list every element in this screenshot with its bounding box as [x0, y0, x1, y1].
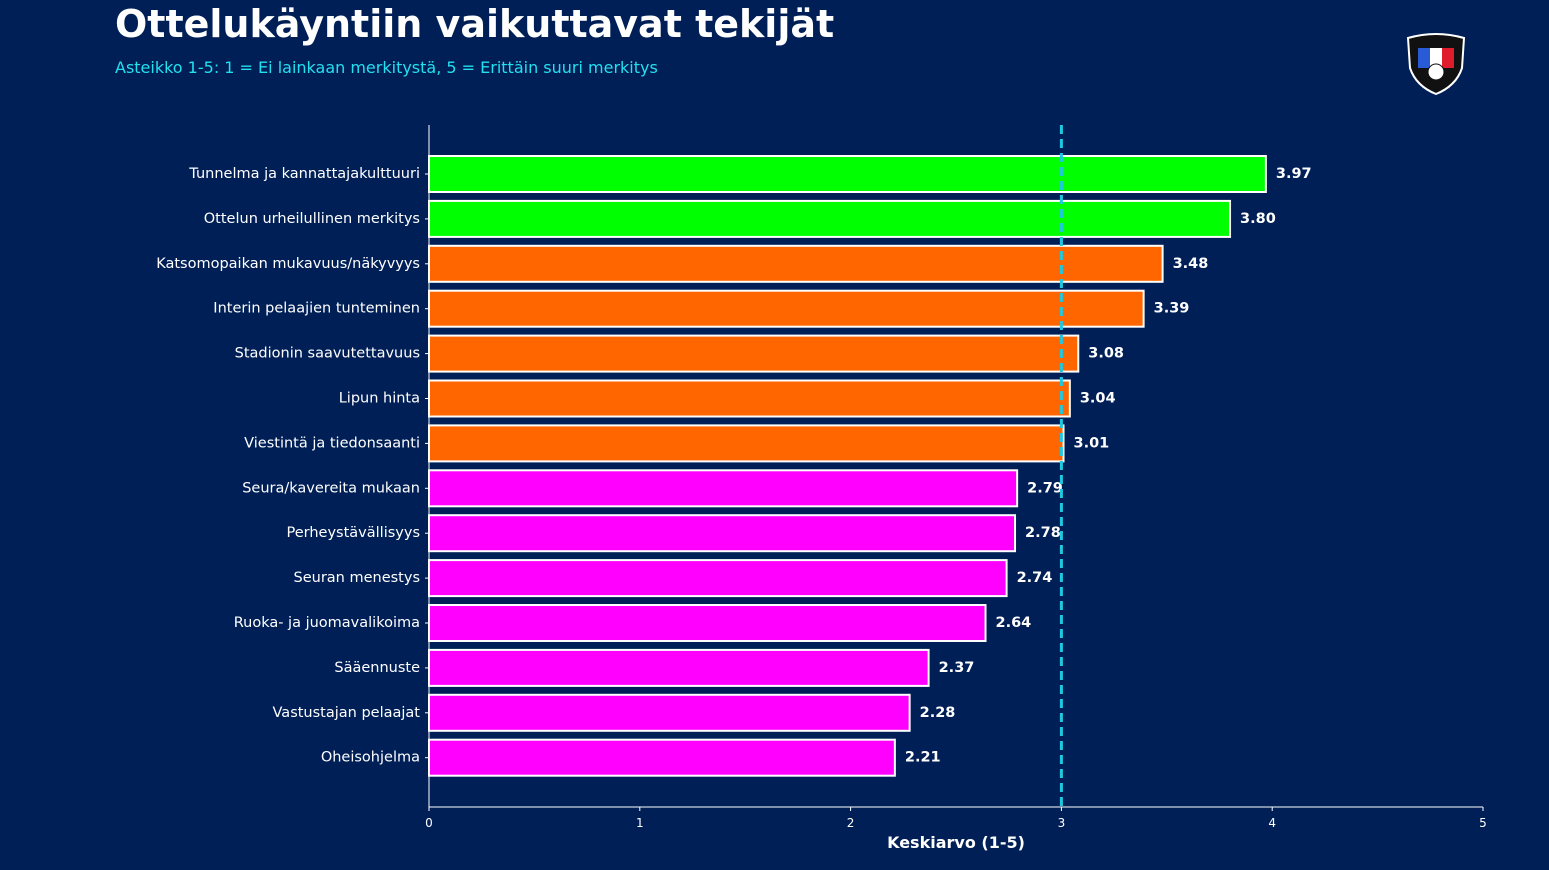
y-tick-label: Ottelun urheilullinen merkitys: [204, 211, 420, 227]
bar: [428, 559, 1008, 598]
bar: [428, 379, 1071, 418]
data-label: 3.97: [1276, 166, 1312, 182]
data-label: 3.01: [1074, 435, 1110, 451]
bar: [428, 469, 1019, 508]
data-label: 2.21: [905, 750, 941, 766]
y-tick-label: Katsomopaikan mukavuus/näkyvyys: [156, 256, 420, 272]
y-tick-label: Interin pelaajien tunteminen: [213, 301, 420, 317]
data-label: 2.37: [939, 660, 975, 676]
y-tick-label: Sääennuste: [334, 660, 420, 676]
bar: [428, 334, 1080, 373]
data-label: 2.78: [1025, 525, 1061, 541]
y-tick-label: Stadionin saavutettavuus: [235, 346, 420, 362]
x-tick-label: 0: [425, 816, 433, 830]
x-tick-label: 5: [1479, 816, 1487, 830]
page-title: Ottelukäyntiin vaikuttavat tekijät: [115, 2, 835, 46]
data-label: 3.39: [1154, 301, 1190, 317]
bar: [428, 514, 1017, 553]
data-label: 3.04: [1080, 391, 1116, 407]
bar: [428, 604, 987, 642]
data-label: 2.79: [1027, 480, 1063, 496]
data-label: 3.48: [1173, 256, 1209, 272]
bar: [428, 244, 1164, 283]
bar: [428, 199, 1232, 238]
bar: [428, 738, 896, 777]
club-logo: [1406, 33, 1466, 96]
y-tick-label: Seuran menestys: [294, 570, 421, 586]
x-tick-label: 4: [1268, 816, 1276, 830]
bar: [428, 693, 911, 732]
data-label: 2.64: [996, 615, 1032, 631]
bar: [428, 424, 1065, 463]
data-label: 3.08: [1088, 346, 1124, 362]
data-label: 2.74: [1017, 570, 1053, 586]
x-tick-label: 2: [847, 816, 855, 830]
bar: [428, 289, 1145, 328]
y-tick-label: Oheisohjelma: [321, 750, 420, 766]
data-label: 2.28: [920, 705, 956, 721]
x-tick-label: 3: [1058, 816, 1066, 830]
y-tick-label: Tunnelma ja kannattajakulttuuri: [188, 166, 420, 182]
y-tick-label: Viestintä ja tiedonsaanti: [244, 435, 420, 451]
bar: [428, 648, 930, 687]
y-tick-label: Vastustajan pelaajat: [273, 705, 421, 721]
page-subtitle: Asteikko 1-5: 1 = Ei lainkaan merkitystä…: [115, 58, 658, 77]
y-tick-label: Lipun hinta: [339, 391, 420, 407]
y-tick-label: Seura/kavereita mukaan: [242, 480, 420, 496]
y-tick-label: Perheystävällisyys: [287, 525, 421, 541]
x-tick-label: 1: [636, 816, 644, 830]
y-tick-label: Ruoka- ja juomavalikoima: [234, 615, 420, 631]
x-axis-label: Keskiarvo (1-5): [887, 833, 1025, 852]
bar: [428, 155, 1267, 193]
data-label: 3.80: [1240, 211, 1276, 227]
